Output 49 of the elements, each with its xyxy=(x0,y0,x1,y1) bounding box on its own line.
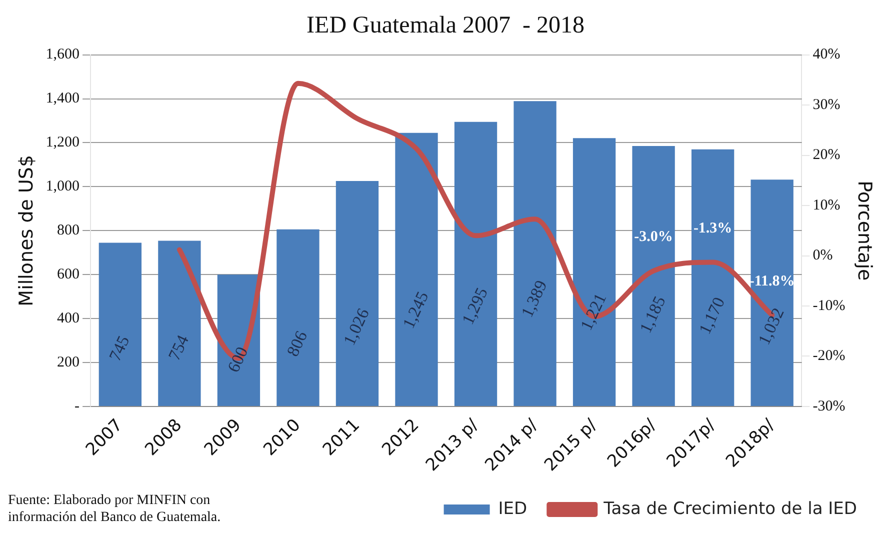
data-label: 1,245 xyxy=(398,288,432,332)
y-tick-label: - xyxy=(74,398,80,414)
y2-tick-label: 40% xyxy=(812,46,840,63)
data-label: 745 xyxy=(105,332,134,364)
data-label: 754 xyxy=(164,332,193,364)
y2-tick-label: -30% xyxy=(812,398,846,414)
bar xyxy=(572,138,616,406)
y2-tick-label: 0% xyxy=(812,248,833,264)
legend-label: IED xyxy=(498,498,528,519)
data-label: 1,185 xyxy=(636,293,670,336)
data-label: -3.0% xyxy=(634,229,673,246)
data-label: 1,389 xyxy=(517,278,551,320)
bar xyxy=(750,180,794,406)
data-label: -1.3% xyxy=(693,220,732,237)
bar xyxy=(336,180,379,406)
bar xyxy=(454,122,498,406)
source-note: Fuente: Elaborado por MINFIN con información del Banco de Guatemala. xyxy=(8,492,222,526)
y-tick-label: 1,600 xyxy=(46,46,80,63)
y2-axis-title: Porcentaje xyxy=(854,180,876,281)
data-label: -11.8% xyxy=(749,273,795,290)
bar xyxy=(395,132,438,406)
y2-tick-label: -20% xyxy=(812,348,846,364)
legend-label: Tasa de Crecimiento de la IED xyxy=(602,498,858,519)
bar xyxy=(98,242,142,406)
bar xyxy=(276,229,320,406)
y-tick-label: 400 xyxy=(57,310,80,326)
y-tick-label: 1,400 xyxy=(46,90,80,107)
bar xyxy=(632,146,675,406)
bar xyxy=(691,149,734,406)
y2-tick-label: 30% xyxy=(812,96,840,113)
data-label: 600 xyxy=(224,344,252,376)
y-tick-label: 600 xyxy=(57,266,80,283)
data-label: 1,026 xyxy=(340,305,373,348)
y2-tick-label: 20% xyxy=(812,147,840,164)
y2-tick-label: 10% xyxy=(812,197,840,214)
y-tick-label: 800 xyxy=(57,222,80,239)
data-label: 806 xyxy=(283,328,312,360)
chart-title: IED Guatemala 2007 - 2018 xyxy=(306,12,584,39)
bar xyxy=(158,240,201,406)
data-label: 1,221 xyxy=(576,290,610,334)
y2-tick-label: -10% xyxy=(812,298,846,314)
y-axis-title: Millones de US$ xyxy=(15,154,38,306)
y-tick-label: 200 xyxy=(57,354,80,370)
data-label: 1,170 xyxy=(695,294,729,338)
data-label: 1,032 xyxy=(754,304,788,348)
y-tick-label: 1,200 xyxy=(46,134,80,151)
data-label: 1,295 xyxy=(458,284,492,328)
y-tick-label: 1,000 xyxy=(46,178,80,195)
bar xyxy=(514,101,556,406)
